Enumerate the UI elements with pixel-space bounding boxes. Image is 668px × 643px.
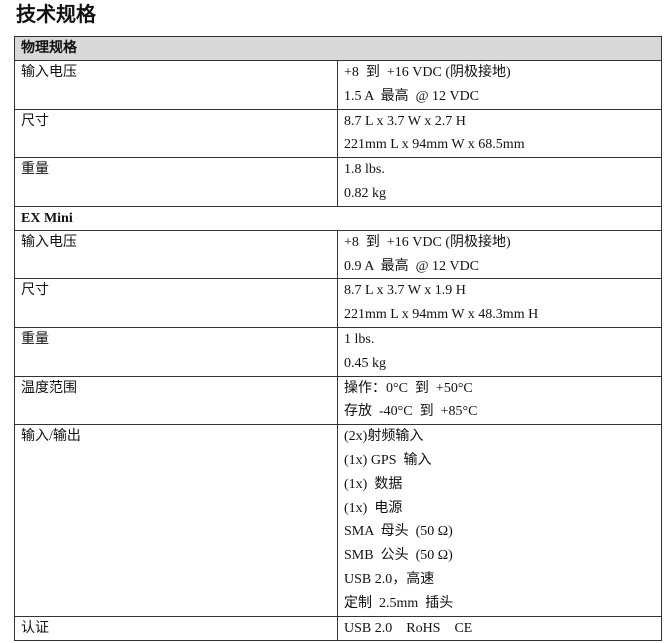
page-title: 技术规格 (16, 2, 96, 26)
label-text: 温度范围 (21, 380, 77, 396)
value-line: 1.8 lbs. (344, 162, 385, 178)
spec-value: 8.7 L x 3.7 W x 2.7 H 221mm L x 94mm W x … (337, 108, 662, 159)
spec-value: 操作：0°C 到 +50°C 存放 -40°C 到 +85°C (337, 375, 662, 426)
spec-value: 8.7 L x 3.7 W x 1.9 H 221mm L x 94mm W x … (337, 278, 662, 328)
spec-label: 输入/输出 (14, 424, 338, 617)
value-line: +8 到 +16 VDC (阴极接地) (344, 65, 511, 80)
value-line: 221mm L x 94mm W x 68.5mm (344, 137, 525, 153)
value-line: 1.5 A 最高 @ 12 VDC (344, 88, 480, 104)
value-line: 221mm L x 94mm W x 48.3mm H (344, 307, 539, 323)
spec-row: 输入/输出 (2x)射频输入 (1x) GPS 输入 (1x) 数据 (1x) 电源 SM… (14, 424, 662, 617)
value-line: 1 lbs. (344, 331, 375, 347)
spec-label: 温度范围 (14, 375, 338, 426)
spec-label: 认证 (14, 615, 338, 642)
label-text: 尺寸 (21, 283, 49, 299)
spec-value: 1 lbs. 0.45 kg (337, 326, 662, 377)
value-line: (1x) 数据 (344, 476, 403, 492)
spec-label: 重量 (14, 326, 338, 377)
spec-row: 尺寸 8.7 L x 3.7 W x 2.7 H 221mm L x 94mm W … (14, 108, 662, 159)
label-text: 重量 (21, 331, 49, 347)
spec-label: 尺寸 (14, 108, 338, 159)
spec-value: +8 到 +16 VDC (阴极接地) 0.9 A 最高 @ 12 VDC (337, 229, 662, 280)
value-line: (2x)射频输入 (344, 429, 424, 445)
value-line: USB 2.0 RoHS CE (344, 620, 473, 636)
spec-value: 1.8 lbs. 0.82 kg (337, 157, 662, 207)
value-line: SMA 母头 (50 Ω) (344, 524, 453, 540)
spec-table: 物理规格输入电压 +8 到 +16 VDC (阴极接地) 1.5 A 最高 @ 12… (14, 36, 662, 642)
label-text: 输入电压 (21, 65, 77, 80)
section-title: 物理规格 (14, 36, 662, 61)
spec-row: 重量 1 lbs. 0.45 kg (14, 326, 662, 377)
spec-row: 重量 1.8 lbs. 0.82 kg (14, 157, 662, 207)
spec-label: 输入电压 (14, 229, 338, 280)
spec-row: 输入电压 +8 到 +16 VDC (阴极接地) 0.9 A 最高 @ 12 VDC (14, 229, 662, 280)
label-text: 输入/输出 (21, 429, 81, 445)
value-line: (1x) GPS 输入 (344, 452, 432, 468)
label-text: 认证 (21, 620, 49, 636)
spec-value: (2x)射频输入 (1x) GPS 输入 (1x) 数据 (1x) 电源 SMA 母头 … (337, 424, 662, 617)
value-line: 0.82 kg (344, 185, 386, 201)
value-line: +8 到 +16 VDC (阴极接地) (344, 234, 511, 250)
value-line: USB 2.0，高速 (344, 571, 435, 587)
section-title: EX Mini (14, 205, 662, 231)
section-row: EX Mini (14, 205, 662, 231)
value-line: 0.45 kg (344, 355, 386, 371)
value-line: 存放 -40°C 到 +85°C (344, 404, 478, 420)
label-text: 尺寸 (21, 113, 49, 129)
spec-row: 尺寸 8.7 L x 3.7 W x 1.9 H 221mm L x 94mm W … (14, 278, 662, 328)
value-line: 8.7 L x 3.7 W x 1.9 H (344, 283, 466, 299)
spec-label: 尺寸 (14, 278, 338, 328)
spec-row: 温度范围 操作：0°C 到 +50°C 存放 -40°C 到 +85°C (14, 375, 662, 426)
spec-row: 认证 USB 2.0 RoHS CE (14, 615, 662, 642)
value-line: SMB 公头 (50 Ω) (344, 548, 453, 564)
value-line: 操作：0°C 到 +50°C (344, 380, 473, 396)
value-line: 0.9 A 最高 @ 12 VDC (344, 258, 480, 274)
spec-label: 重量 (14, 157, 338, 207)
spec-label: 输入电压 (14, 60, 338, 110)
value-line: 定制 2.5mm 插头 (344, 595, 454, 611)
spec-row: 输入电压 +8 到 +16 VDC (阴极接地) 1.5 A 最高 @ 12 VDC (14, 60, 662, 110)
label-text: 重量 (21, 162, 49, 178)
value-line: (1x) 电源 (344, 500, 403, 516)
value-line: 8.7 L x 3.7 W x 2.7 H (344, 113, 466, 129)
spec-value: USB 2.0 RoHS CE (337, 615, 662, 642)
label-text: 输入电压 (21, 234, 77, 250)
table-body: 物理规格输入电压 +8 到 +16 VDC (阴极接地) 1.5 A 最高 @ 12… (14, 36, 662, 642)
spec-value: +8 到 +16 VDC (阴极接地) 1.5 A 最高 @ 12 VDC (337, 60, 662, 110)
section-row: 物理规格 (14, 36, 662, 61)
